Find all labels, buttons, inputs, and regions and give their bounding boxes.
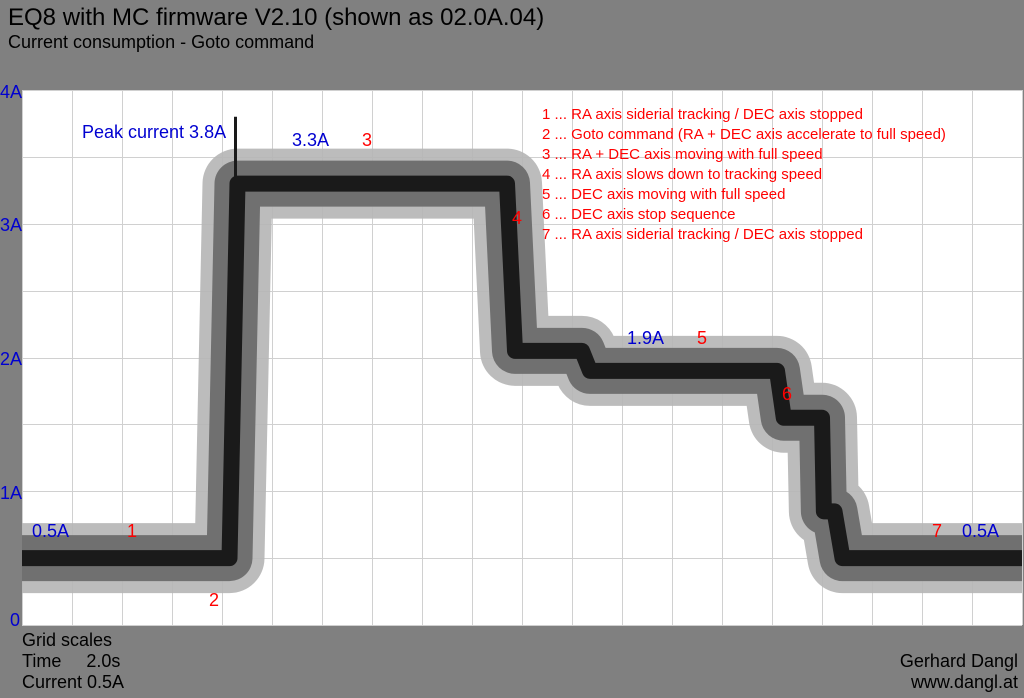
gridline-h: [22, 291, 1022, 292]
gridline-h: [22, 358, 1022, 359]
legend-line: 4 ... RA axis slows down to tracking spe…: [542, 166, 822, 183]
grid-scales-time: Time 2.0s: [22, 651, 120, 672]
annotation-red-marker: 2: [209, 590, 219, 611]
annotation-red-marker: 5: [697, 328, 707, 349]
annotation-blue: 0.5A: [32, 521, 69, 542]
legend-line: 2 ... Goto command (RA + DEC axis accele…: [542, 126, 946, 143]
legend-line: 5 ... DEC axis moving with full speed: [542, 186, 785, 203]
legend-line: 3 ... RA + DEC axis moving with full spe…: [542, 146, 823, 163]
ytick-3a: 3A: [0, 215, 20, 236]
author-url: www.dangl.at: [911, 672, 1018, 693]
annotation-red-marker: 3: [362, 130, 372, 151]
annotation-blue: 3.3A: [292, 130, 329, 151]
legend-line: 6 ... DEC axis stop sequence: [542, 206, 735, 223]
annotation-red-marker: 7: [932, 521, 942, 542]
gridline-h: [22, 625, 1022, 626]
annotation-blue: Peak current 3.8A: [82, 122, 226, 143]
ytick-1a: 1A: [0, 483, 20, 504]
page-subtitle: Current consumption - Goto command: [8, 32, 314, 53]
ytick-4a: 4A: [0, 82, 20, 103]
legend-line: 1 ... RA axis siderial tracking / DEC ax…: [542, 106, 863, 123]
legend-line: 7 ... RA axis siderial tracking / DEC ax…: [542, 226, 863, 243]
gridline-h: [22, 157, 1022, 158]
gridline-h: [22, 90, 1022, 91]
annotation-red-marker: 4: [512, 208, 522, 229]
ytick-2a: 2A: [0, 349, 20, 370]
gridline-h: [22, 558, 1022, 559]
gridline-h: [22, 424, 1022, 425]
annotation-blue: 0.5A: [962, 521, 999, 542]
page-title: EQ8 with MC firmware V2.10 (shown as 02.…: [8, 4, 544, 32]
grid-scales-current: Current 0.5A: [22, 672, 124, 693]
annotation-blue: 1.9A: [627, 328, 664, 349]
grid-scales-label: Grid scales: [22, 630, 112, 651]
oscilloscope-plot: Peak current 3.8A 0.5A 3.3A 1.9A 0.5A 1 2 3 4 5 6 7…: [22, 90, 1022, 625]
author-name: Gerhard Dangl: [900, 651, 1018, 672]
ytick-0: 0: [0, 610, 20, 631]
gridline-h: [22, 491, 1022, 492]
annotation-red-marker: 1: [127, 521, 137, 542]
gridline-v: [1022, 90, 1023, 625]
annotation-red-marker: 6: [782, 384, 792, 405]
